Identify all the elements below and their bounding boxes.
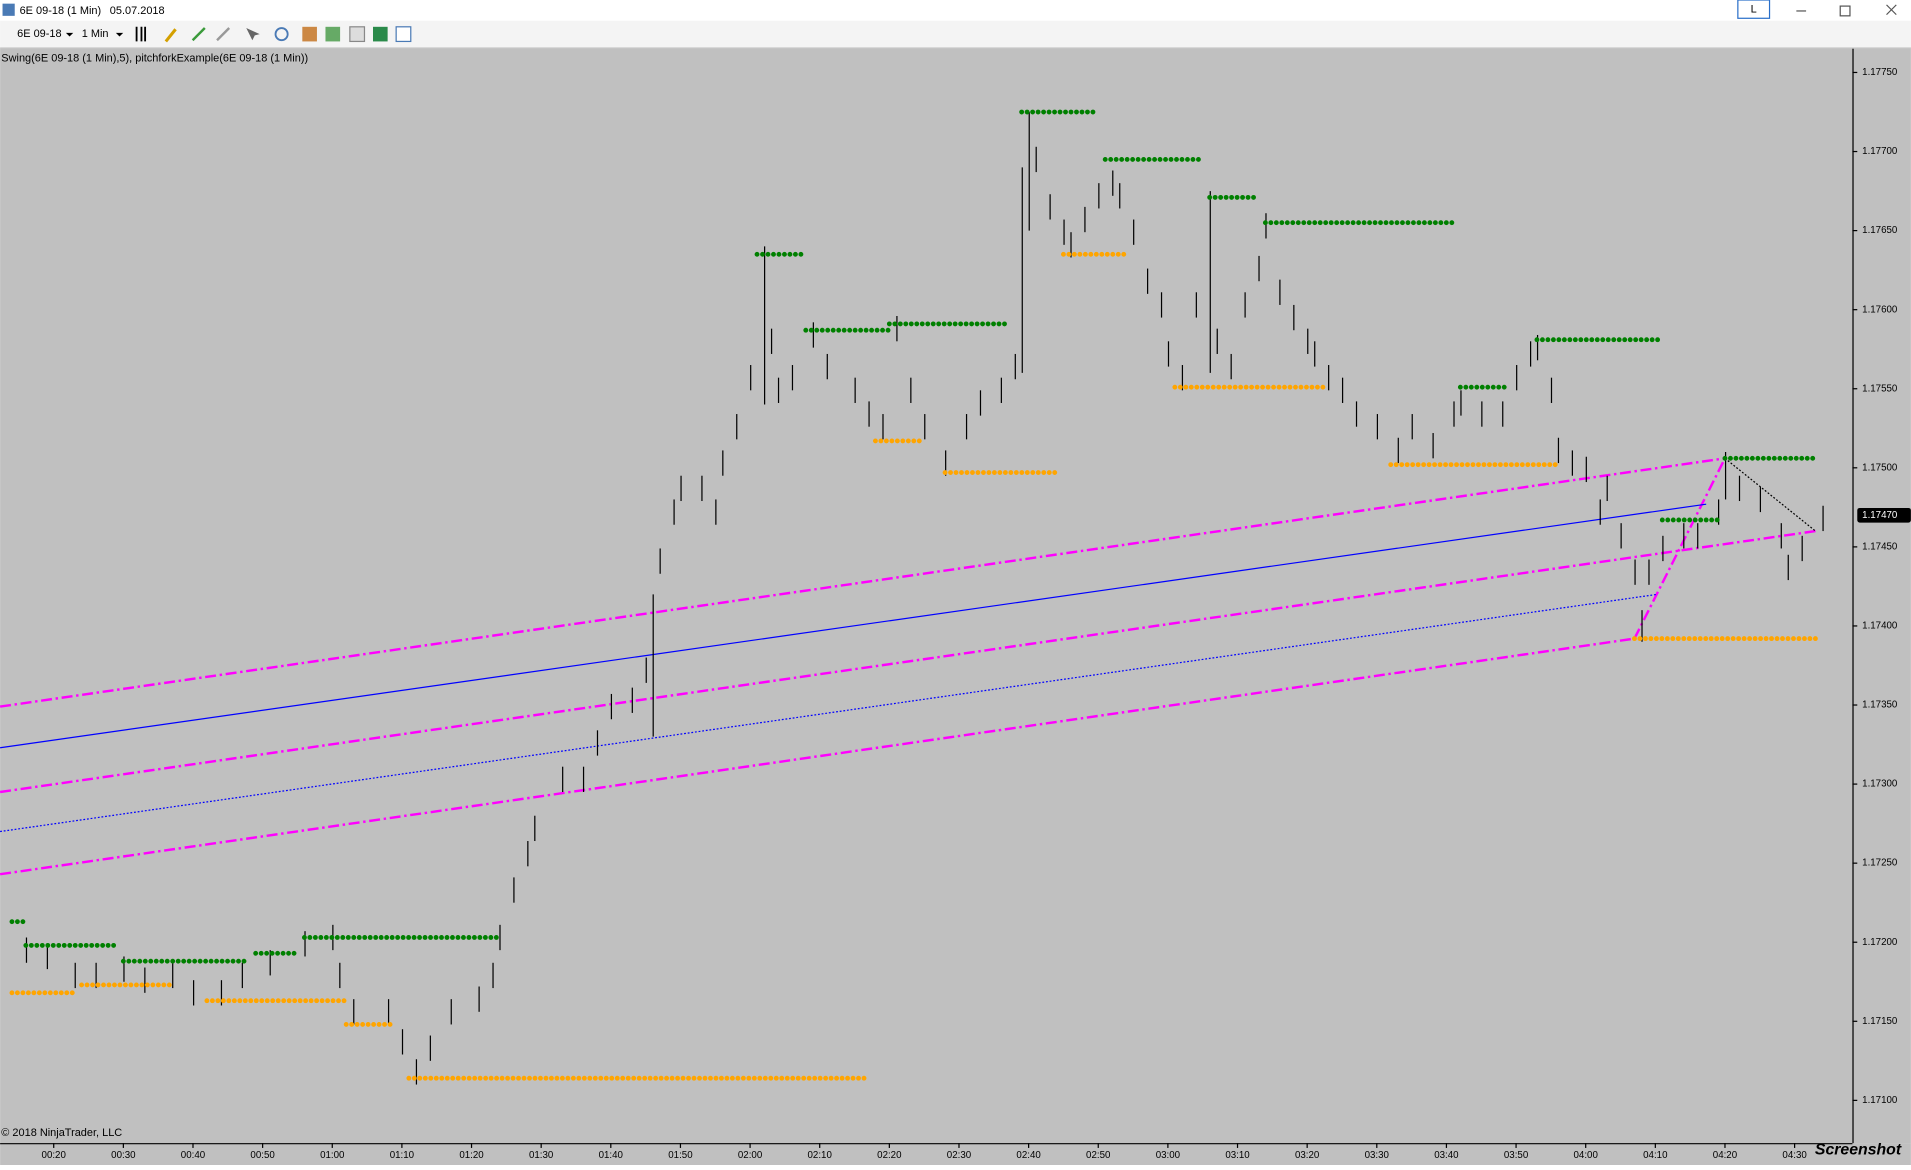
link-button[interactable]	[1737, 0, 1771, 19]
window-date: 05.07.2018	[110, 5, 165, 17]
chart-trader-button[interactable]	[349, 26, 366, 43]
watermark: Screenshot	[1815, 1142, 1902, 1159]
x-tick-label: 01:10	[390, 1150, 415, 1161]
y-tick-label: 1.17350	[1862, 700, 1898, 711]
indicator-label: Swing(6E 09-18 (1 Min),5), pitchforkExam…	[1, 52, 308, 64]
x-tick-label: 03:50	[1504, 1150, 1529, 1161]
plot-background	[0, 48, 1911, 1144]
last-price-box	[1857, 507, 1911, 523]
y-tick-label: 1.17650	[1862, 225, 1898, 236]
y-tick-label: 1.17550	[1862, 383, 1898, 394]
x-tick-label: 01:40	[599, 1150, 624, 1161]
y-tick-label: 1.17450	[1862, 541, 1898, 552]
chart-panel: 1.17100 1.17150 1.17200 1.17250 1.17300 1.173…	[0, 48, 1911, 1165]
close-button[interactable]	[1886, 4, 1897, 16]
y-tick-label: 1.17250	[1862, 858, 1898, 869]
pitchfork-line	[0, 637, 1635, 876]
pitchfork-line	[0, 457, 1726, 708]
last-price-label: 1.17470	[1862, 510, 1898, 521]
copyright: © 2018 NinjaTrader, LLC	[1, 1127, 122, 1139]
y-tick-label: 1.17100	[1862, 1095, 1898, 1106]
window-title: 6E 09-18 (1 Min)	[20, 5, 102, 17]
zoom-button[interactable]	[274, 27, 289, 42]
y-tick-label: 1.17600	[1862, 304, 1898, 315]
title-bar	[0, 0, 1911, 21]
y-tick-label: 1.17400	[1862, 621, 1898, 632]
x-tick-label: 00:40	[181, 1150, 206, 1161]
app-icon	[2, 3, 15, 16]
properties-button[interactable]	[302, 26, 317, 42]
instrument-selector[interactable]: 6E 09-18	[17, 28, 61, 40]
x-axis-area	[0, 1143, 1911, 1165]
restore-button[interactable]	[1839, 5, 1851, 17]
x-tick-label: 03:20	[1295, 1150, 1320, 1161]
x-tick-label: 03:00	[1156, 1150, 1181, 1161]
x-tick-label: 04:20	[1713, 1150, 1738, 1161]
x-tick-label: 00:30	[111, 1150, 136, 1161]
instrument-dropdown[interactable]	[65, 32, 74, 37]
interval-dropdown[interactable]	[115, 32, 124, 37]
x-tick-label: 02:00	[738, 1150, 763, 1161]
y-tick-label: 1.17700	[1862, 146, 1898, 157]
link-button-label[interactable]: L	[1751, 4, 1757, 16]
indicator-button[interactable]	[191, 27, 206, 42]
toolbar	[0, 20, 1911, 49]
x-tick-label: 01:20	[459, 1150, 484, 1161]
x-tick-label: 02:30	[947, 1150, 972, 1161]
y-tick-label: 1.17200	[1862, 937, 1898, 948]
y-tick-label: 1.17150	[1862, 1016, 1898, 1027]
y-tick-label: 1.17300	[1862, 779, 1898, 790]
strategy-button[interactable]	[216, 27, 231, 42]
x-tick-label: 00:50	[250, 1150, 275, 1161]
x-tick-label: 02:40	[1016, 1150, 1041, 1161]
x-tick-label: 01:00	[320, 1150, 345, 1161]
pitchfork-line	[1633, 457, 1727, 640]
pitchfork-line	[0, 529, 1816, 794]
x-tick-label: 04:30	[1782, 1150, 1807, 1161]
x-tick-label: 02:50	[1086, 1150, 1111, 1161]
interval-selector[interactable]: 1 Min	[82, 28, 109, 40]
data-box-button[interactable]	[373, 26, 388, 42]
window-layout-button[interactable]	[395, 26, 412, 43]
templates-button[interactable]	[325, 26, 341, 42]
x-tick-label: 04:00	[1574, 1150, 1599, 1161]
pitchfork-line	[0, 593, 1658, 833]
y-tick-label: 1.17750	[1862, 67, 1898, 78]
x-tick-label: 03:30	[1365, 1150, 1390, 1161]
x-tick-label: 02:10	[808, 1150, 833, 1161]
x-tick-label: 00:20	[42, 1150, 67, 1161]
pitchfork-line	[0, 503, 1707, 749]
drawing-tool-button[interactable]	[164, 28, 177, 43]
pitchfork-line	[1724, 457, 1816, 532]
x-tick-label: 03:40	[1434, 1150, 1459, 1161]
x-tick-label: 01:30	[529, 1150, 554, 1161]
y-tick-label: 1.17500	[1862, 462, 1898, 473]
bar-style-button[interactable]	[135, 26, 147, 42]
x-tick-label: 03:10	[1225, 1150, 1250, 1161]
x-tick-label: 02:20	[877, 1150, 902, 1161]
pointer-button[interactable]	[246, 28, 260, 41]
x-tick-label: 01:50	[668, 1150, 693, 1161]
x-tick-label: 04:10	[1643, 1150, 1668, 1161]
